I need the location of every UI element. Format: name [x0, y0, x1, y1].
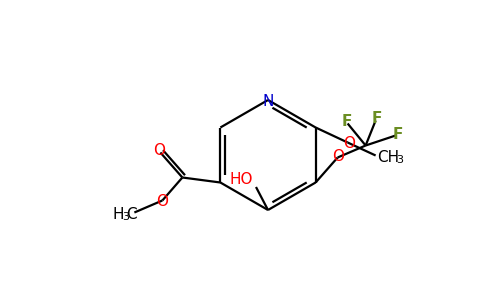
Text: O: O [332, 149, 344, 164]
Text: N: N [262, 94, 273, 109]
Text: H: H [113, 207, 124, 222]
Text: F: F [371, 111, 382, 126]
Text: CH: CH [378, 150, 400, 165]
Text: O: O [343, 136, 355, 151]
Text: 3: 3 [122, 212, 129, 223]
Text: HO: HO [229, 172, 253, 188]
Text: F: F [393, 127, 403, 142]
Text: O: O [156, 194, 168, 209]
Text: 3: 3 [396, 155, 403, 166]
Text: F: F [341, 114, 352, 129]
Text: C: C [126, 207, 136, 222]
Text: O: O [153, 143, 166, 158]
